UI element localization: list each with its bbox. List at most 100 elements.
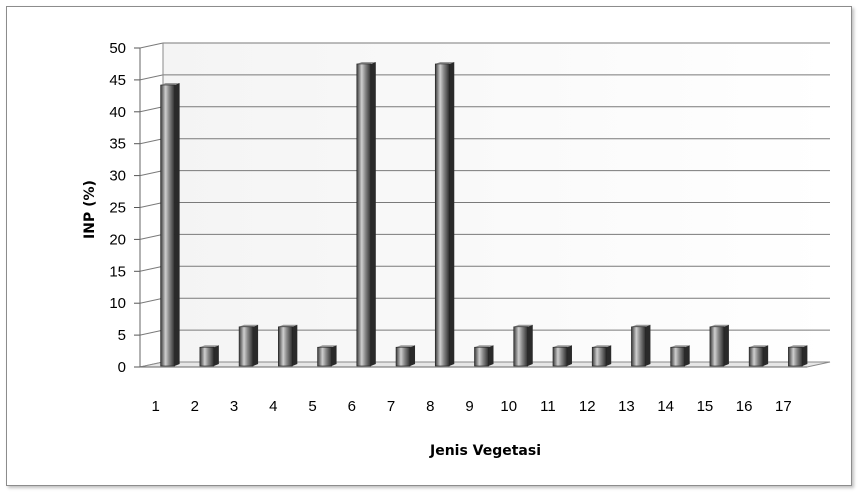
bar-8 <box>434 61 455 367</box>
bar-front <box>788 346 803 367</box>
bar-front <box>631 326 646 367</box>
x-tick-label: 14 <box>657 398 674 415</box>
x-axis-title: Jenis Vegetasi <box>429 443 541 459</box>
bar-front <box>670 346 685 367</box>
bar-front <box>552 346 568 367</box>
bar-side <box>213 345 219 366</box>
bar-front <box>238 326 254 367</box>
bar-front <box>709 326 725 367</box>
bar-2 <box>199 345 219 367</box>
bar-3 <box>238 324 259 367</box>
x-tick-label: 3 <box>230 398 238 415</box>
y-tick-label: 0 <box>118 359 126 376</box>
y-tick-label: 25 <box>109 200 126 217</box>
y-tick-label: 20 <box>109 231 126 248</box>
x-tick-label: 16 <box>736 398 753 415</box>
bar-7 <box>395 345 416 367</box>
bar-top <box>552 345 572 348</box>
bar-1 <box>160 83 180 367</box>
bar-top <box>709 324 729 327</box>
bar-top <box>474 345 494 348</box>
y-tick-label: 5 <box>118 327 126 344</box>
bar-12 <box>591 345 612 367</box>
bars <box>160 61 808 367</box>
x-tick-label: 10 <box>500 398 517 415</box>
bar-front <box>160 84 175 367</box>
bar-top <box>435 61 455 64</box>
gridline-diag-30 <box>139 170 164 177</box>
bar-front <box>278 326 293 367</box>
gridline-diag-10 <box>139 297 164 304</box>
bar-side <box>802 345 808 366</box>
gridline-diag-40 <box>139 106 164 113</box>
y-tick-label: 10 <box>109 295 126 312</box>
bar-front <box>591 346 607 367</box>
y-tick-label: 40 <box>109 104 126 121</box>
bar-11 <box>552 345 572 367</box>
bar-top <box>670 345 690 348</box>
x-tick-label: 6 <box>348 398 356 415</box>
x-tick-label: 13 <box>618 398 635 415</box>
bar-10 <box>513 324 533 367</box>
bar-top <box>592 345 612 348</box>
bar-side <box>763 345 769 366</box>
bar-4 <box>278 324 298 367</box>
x-tick-label: 11 <box>540 398 556 415</box>
bar-9 <box>474 345 494 367</box>
gridline-diag-35 <box>139 138 164 145</box>
gridlines <box>139 42 830 368</box>
bar-top <box>278 324 298 327</box>
bar-top <box>513 324 533 327</box>
gridline-diag-25 <box>139 202 164 208</box>
bar-side <box>527 324 533 366</box>
y-tick-labels: 0 5 10 15 20 25 30 35 40 45 50 <box>109 40 126 376</box>
y-tick-label: 50 <box>109 40 126 57</box>
bar-front <box>356 63 372 367</box>
x-tick-label: 9 <box>465 398 473 415</box>
bar-top <box>356 61 376 64</box>
y-tick-label: 30 <box>109 168 126 185</box>
bar-side <box>488 345 494 366</box>
gridline-diag-5 <box>139 329 164 336</box>
x-tick-label: 7 <box>387 398 395 415</box>
bar-15 <box>709 324 729 367</box>
bar-front <box>395 346 411 367</box>
bar-side <box>370 61 376 366</box>
bar-front <box>513 326 529 367</box>
bar-top <box>631 324 651 327</box>
bar-side <box>645 324 651 366</box>
bar-side <box>449 61 455 366</box>
bar-side <box>684 345 690 366</box>
x-tick-label: 12 <box>579 398 596 415</box>
x-tick-label: 15 <box>697 398 714 415</box>
y-axis-title: INP (%) <box>82 180 98 239</box>
bar-side <box>292 324 298 366</box>
bar-top <box>199 345 219 348</box>
bar-side <box>331 345 337 366</box>
bar-front <box>317 346 332 367</box>
x-tick-label: 4 <box>269 398 277 415</box>
bar-top <box>396 345 416 348</box>
bar-front <box>199 346 215 367</box>
bar-top <box>749 345 769 348</box>
bar-side <box>410 345 416 366</box>
gridline-diag-15 <box>139 265 164 272</box>
bar-side <box>723 324 729 366</box>
x-tick-label: 2 <box>191 398 199 415</box>
bar-side <box>174 83 180 366</box>
x-tick-label: 8 <box>426 398 434 415</box>
bar-top <box>788 345 808 348</box>
bar-side <box>606 345 612 366</box>
y-tick-label: 35 <box>109 136 126 153</box>
x-tick-label: 5 <box>308 398 316 415</box>
y-tick-label: 45 <box>109 72 126 89</box>
bar-6 <box>356 61 376 367</box>
bar-front <box>748 346 764 367</box>
bar-5 <box>317 345 337 367</box>
x-tick-label: 17 <box>775 398 792 415</box>
x-tick-label: 1 <box>151 398 159 415</box>
bar-17 <box>788 345 808 367</box>
gridline-diag-45 <box>139 74 164 81</box>
bar-top <box>239 324 259 327</box>
